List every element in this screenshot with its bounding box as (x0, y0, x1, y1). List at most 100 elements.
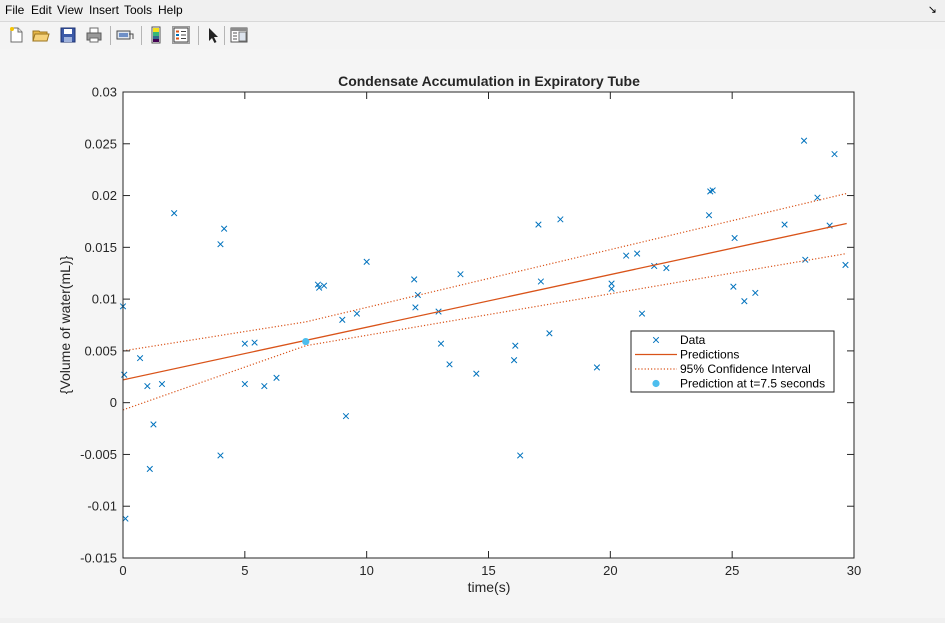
new-figure-icon[interactable] (7, 26, 25, 44)
data-marker-stroke (363, 258, 370, 265)
data-point (363, 258, 370, 265)
data-marker-stroke (136, 354, 144, 362)
data-marker-stroke (251, 339, 258, 346)
data-marker-stroke (241, 380, 248, 388)
save-icon[interactable] (59, 26, 77, 44)
data-marker-stroke (414, 291, 421, 299)
data-marker-stroke (217, 452, 224, 459)
menu-tools[interactable]: Tools (124, 3, 153, 17)
confidence-upper-line (122, 192, 847, 352)
data-point (273, 374, 280, 381)
data-marker-stroke (593, 364, 601, 371)
data-point (730, 283, 737, 290)
data-point (512, 342, 519, 349)
x-tick-label: 5 (241, 563, 248, 578)
insert-legend-button[interactable] (172, 26, 190, 44)
data-marker-stroke (314, 281, 322, 288)
x-tick-label: 30 (847, 563, 861, 578)
data-marker-stroke (535, 221, 542, 228)
chart: 0 5 10 15 20 25 30 -0.015 -0.01 -0.005 0 0.005 0.01 0… (57, 73, 861, 595)
data-point (261, 382, 268, 390)
x-tick-label: 20 (603, 563, 617, 578)
menu-edit[interactable]: Edit (31, 3, 52, 17)
menu-file[interactable]: File (5, 3, 25, 17)
data-point (546, 330, 553, 337)
data-marker-stroke (781, 221, 788, 228)
dock-figure-icon[interactable]: ↘ (927, 4, 937, 16)
data-point (320, 282, 328, 289)
link-plot-icon[interactable] (116, 26, 134, 44)
data-point (136, 354, 144, 362)
data-marker-stroke (510, 357, 518, 364)
data-marker-stroke (342, 412, 350, 420)
data-point (731, 234, 738, 242)
legend-entry-predictions: Predictions (680, 348, 739, 362)
y-tick-label: 0.015 (84, 240, 117, 255)
axes-box (122, 91, 855, 559)
data-marker-stroke (638, 310, 646, 317)
data-point (353, 310, 361, 317)
data-marker-stroke (411, 276, 418, 283)
y-tick-label: 0.02 (92, 188, 117, 203)
print-icon[interactable] (85, 26, 103, 44)
legend-entry-prediction-point: Prediction at t=7.5 seconds (680, 377, 825, 391)
property-inspector-icon[interactable] (230, 26, 248, 44)
menu-insert[interactable]: Insert (89, 3, 120, 17)
data-marker-stroke (353, 310, 361, 317)
insert-colorbar-icon[interactable] (147, 26, 165, 44)
data-point (800, 137, 808, 144)
data-marker-stroke (709, 187, 716, 194)
data-marker-stroke (802, 256, 809, 263)
data-marker-stroke (241, 340, 248, 347)
data-point (814, 194, 821, 201)
data-marker-stroke (608, 285, 615, 292)
data-marker-stroke (446, 361, 453, 368)
y-tick-label: 0.03 (92, 85, 117, 100)
figure-canvas[interactable]: 0 5 10 15 20 25 30 -0.015 -0.01 -0.005 0 0.005 0.01 0… (0, 49, 945, 618)
menu-view[interactable]: View (57, 3, 83, 17)
data-marker-stroke (741, 298, 748, 305)
prediction-point (302, 337, 310, 346)
data-marker-stroke (557, 216, 564, 223)
data-marker-stroke (663, 264, 670, 272)
data-point (220, 225, 228, 232)
data-point (608, 285, 615, 292)
x-tick-label: 15 (481, 563, 495, 578)
data-marker-stroke (217, 241, 224, 248)
data-marker-stroke (608, 280, 615, 287)
data-marker-stroke (731, 234, 738, 242)
axes-background (123, 92, 854, 558)
y-tick-label: 0 (110, 395, 117, 410)
open-file-icon[interactable] (32, 26, 50, 44)
menu-help[interactable]: Help (158, 3, 183, 17)
data-point (457, 271, 464, 278)
legend-entry-ci: 95% Confidence Interval (680, 362, 811, 376)
data-marker-stroke (473, 370, 480, 377)
data-point (144, 382, 151, 390)
edit-plot-arrow-icon[interactable] (204, 26, 222, 44)
y-tick-label: 0.025 (84, 136, 117, 151)
data-marker-stroke (457, 271, 464, 278)
confidence-lower-line (122, 252, 847, 411)
menu-bar: File Edit View Insert Tools Help ↘ (0, 0, 945, 20)
data-point (510, 357, 518, 364)
data-marker-stroke (623, 252, 630, 259)
data-marker-stroke (261, 382, 268, 390)
data-marker-stroke (315, 284, 323, 291)
data-point (150, 421, 157, 428)
data-point (251, 339, 258, 346)
data-point (241, 380, 248, 388)
data-point (557, 216, 564, 223)
y-tick-label: -0.01 (87, 499, 117, 514)
data-point (411, 276, 418, 283)
predictions-line (122, 222, 847, 381)
data-point (663, 264, 670, 272)
figure-toolbar (0, 21, 945, 50)
data-marker-stroke (121, 371, 128, 378)
legend-prediction-point (652, 379, 660, 388)
data-point (741, 298, 748, 305)
legend[interactable]: Data Predictions 95% Confidence Interval… (630, 330, 835, 393)
data-marker-stroke (705, 212, 713, 219)
data-point (315, 284, 323, 291)
data-point (638, 310, 646, 317)
